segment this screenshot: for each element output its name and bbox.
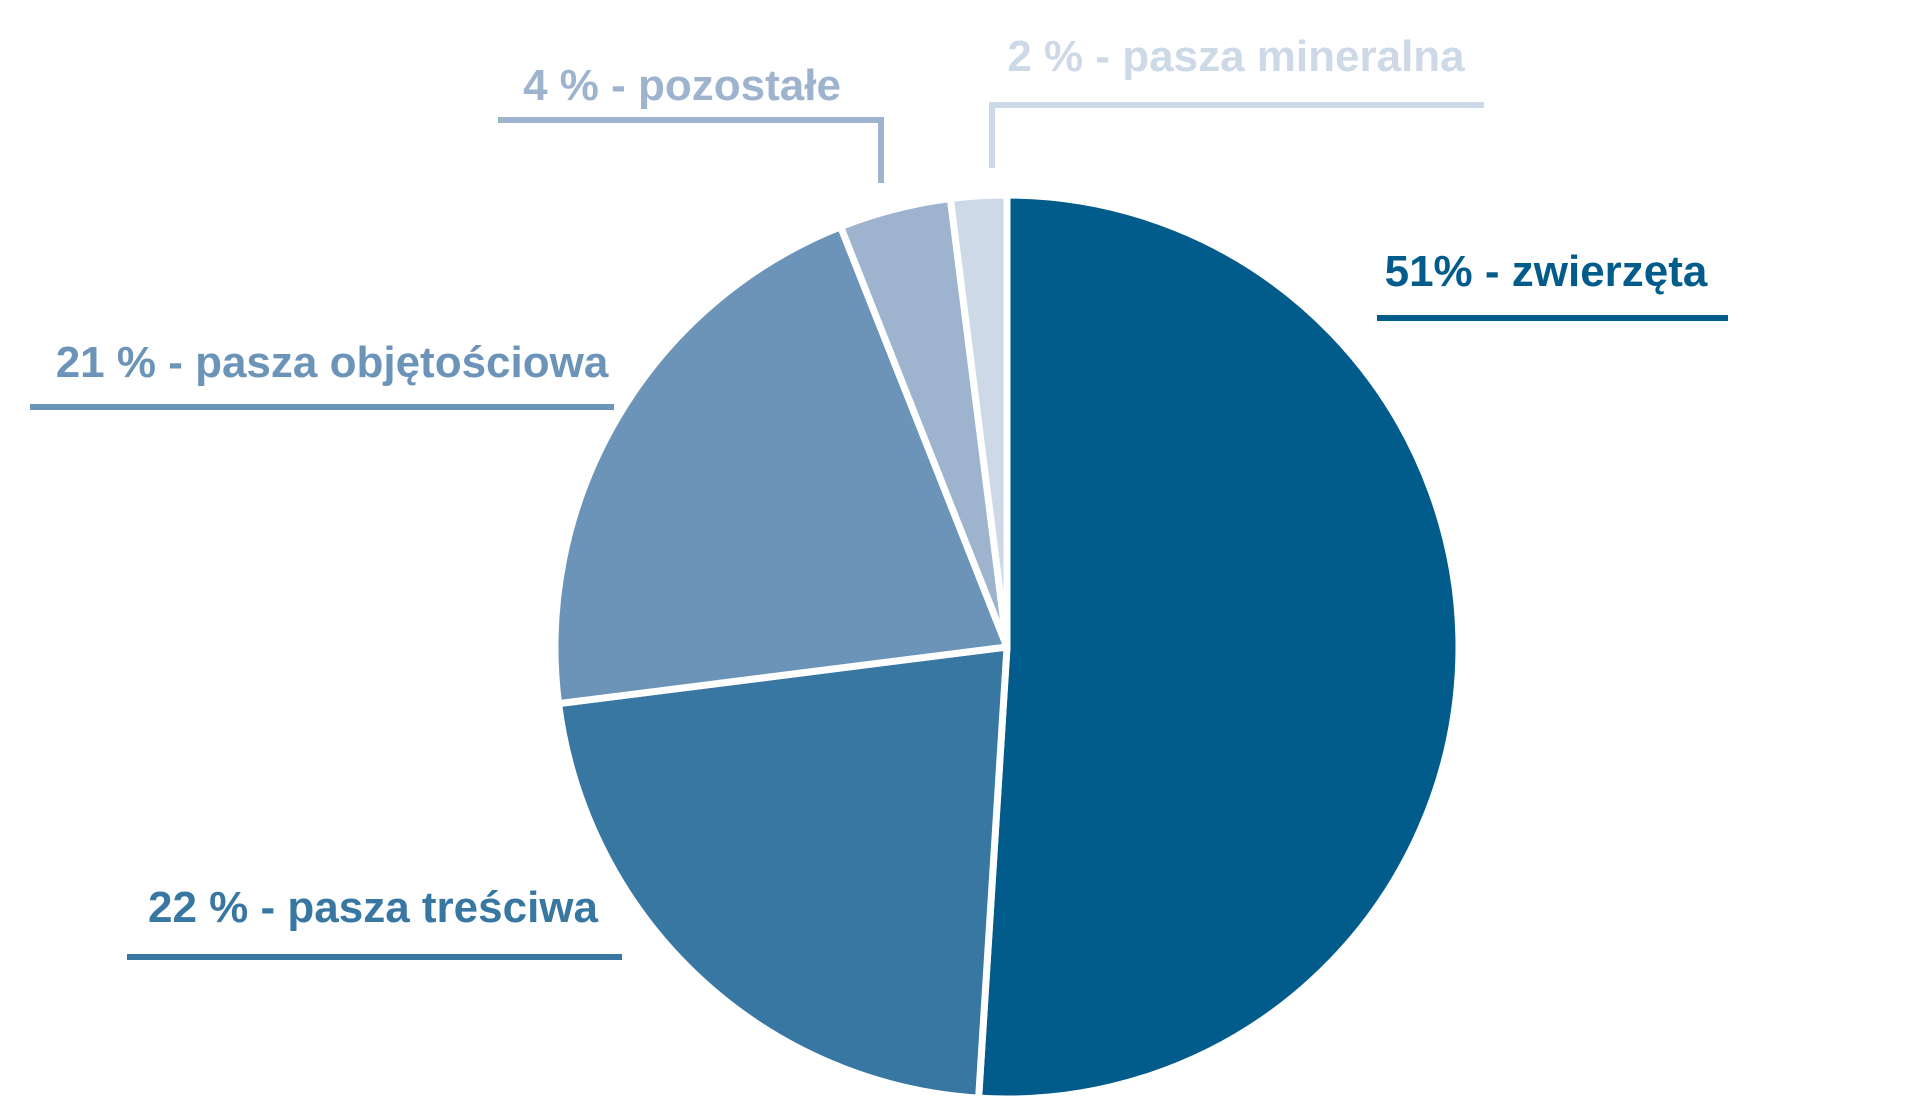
pie-slice-pasza-tresciwa <box>555 643 1011 1102</box>
slice-label-zwierzeta: 51% - zwierzęta <box>1385 247 1708 296</box>
pie-slice-pasza-objetosciowa <box>551 223 1011 708</box>
slice-labels: 51% - zwierzęta 22 % - pasza treściwa 21… <box>56 32 1708 932</box>
slice-label-pozostale: 4 % - pozostałe <box>523 61 841 110</box>
slice-label-pasza-objetosciowa: 21 % - pasza objętościowa <box>56 338 609 387</box>
leader-line-pasza-mineralna <box>989 102 1484 168</box>
label-leader-lines <box>30 102 1728 960</box>
leader-line-pozostale <box>498 117 884 183</box>
pie-slice-pasza-mineralna <box>946 191 1011 651</box>
slice-label-pasza-tresciwa: 22 % - pasza treściwa <box>148 883 599 932</box>
slice-label-pasza-mineralna: 2 % - pasza mineralna <box>1007 32 1465 81</box>
pie-slice-zwierzeta <box>975 191 1463 1103</box>
pie-slices <box>551 191 1463 1103</box>
